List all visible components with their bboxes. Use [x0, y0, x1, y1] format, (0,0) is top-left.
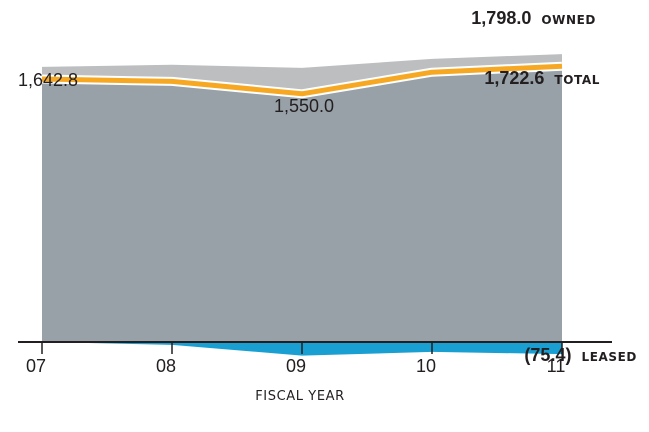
total-end-label: 1,722.6 TOTAL: [484, 68, 600, 88]
total-series-line: [41, 63, 563, 97]
x-tick-label-10: 10: [416, 356, 436, 376]
leased-end-label: (75.4) LEASED: [524, 345, 637, 365]
owned-end-label: 1,798.0 OWNED: [471, 8, 596, 28]
x-tick-label-07: 07: [26, 356, 46, 376]
x-axis-label: FISCAL YEAR: [255, 389, 345, 404]
x-tick-label-08: 08: [156, 356, 176, 376]
point-label-07: 1,642.8: [18, 70, 78, 90]
x-axis-ticks: [41, 342, 563, 354]
point-label-09: 1,550.0: [274, 96, 334, 116]
main-gray-area: [42, 66, 562, 342]
x-tick-label-11: 11: [547, 356, 566, 376]
x-axis-tick-labels: 07 08 09 10 11: [26, 356, 565, 376]
x-tick-label-09: 09: [286, 356, 306, 376]
